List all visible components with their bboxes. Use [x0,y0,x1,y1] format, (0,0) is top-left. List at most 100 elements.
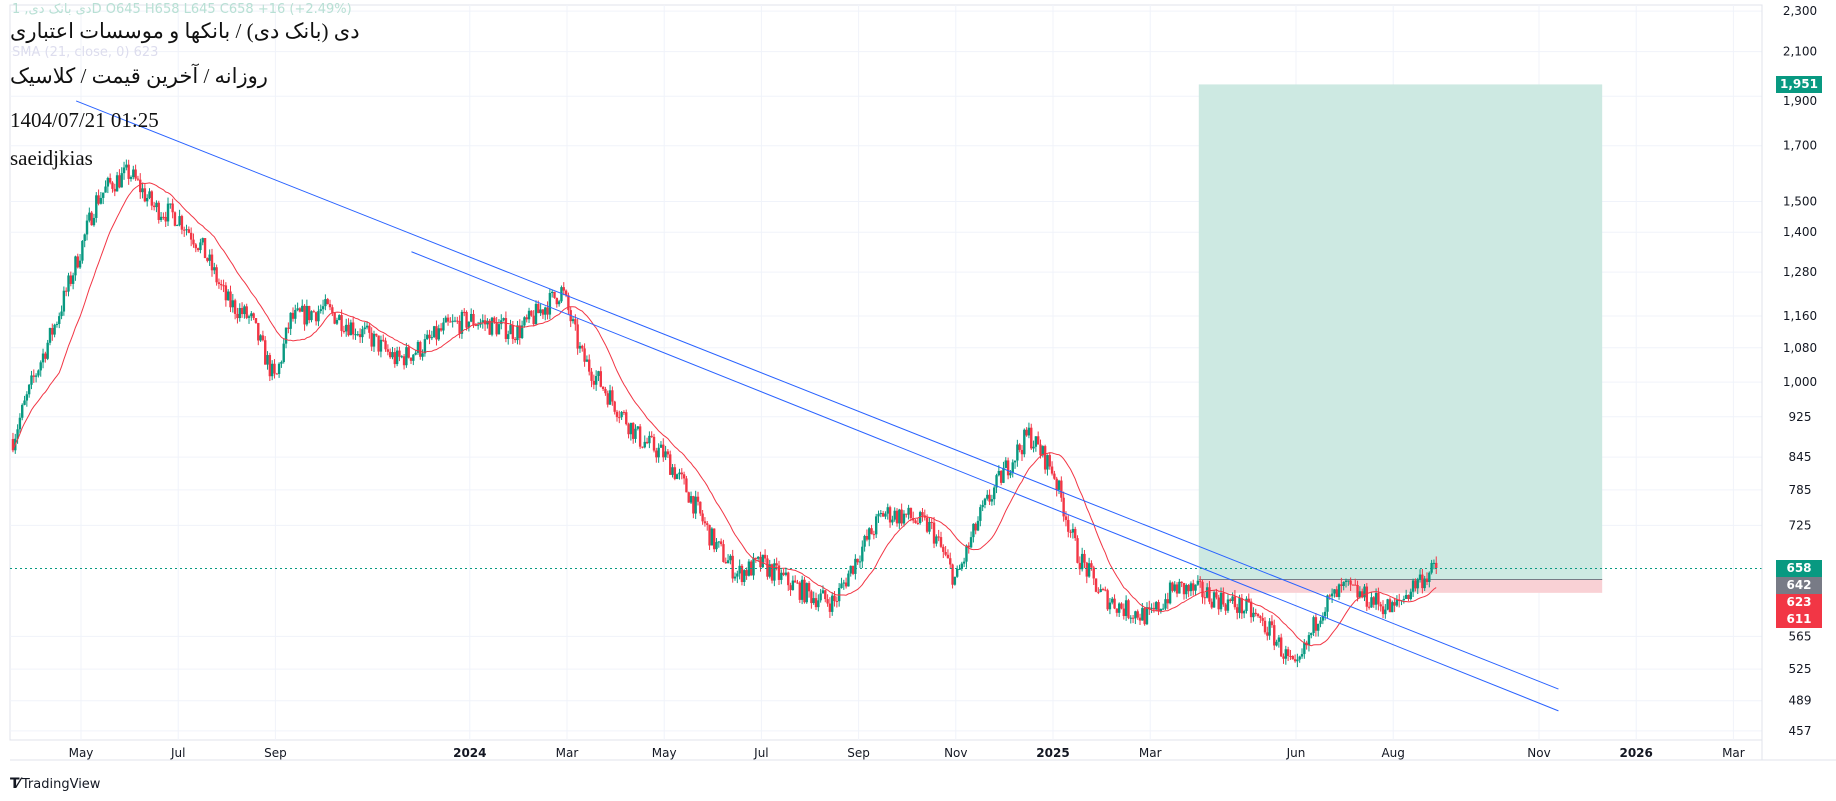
candle-body [648,435,651,444]
candle-body [58,316,61,325]
candle-body [419,341,422,357]
candle-body [74,256,77,276]
candle-body [134,169,137,179]
time-tick-label: Sep [264,746,287,760]
candle-body [469,313,473,322]
candle-body [92,217,96,226]
candle-body [1215,592,1218,598]
candle-body [1016,444,1019,461]
candle-body [1210,601,1213,608]
candle-body [46,342,49,359]
candle-body [562,287,565,291]
candle-body [740,565,744,583]
candle-body [1435,562,1438,569]
candle-body [23,400,26,405]
candle-body [509,325,512,335]
candle-body [1340,584,1343,586]
candle-body [270,363,274,377]
candle-body [513,338,517,341]
candle-body [888,507,892,523]
candle-body [298,308,302,312]
candle-body [437,328,440,340]
candle-body [634,428,637,439]
candle-body [1298,656,1301,660]
candle-body [1386,599,1389,610]
moving-average-line [12,182,1437,647]
candle-body [1391,602,1394,613]
candle-body [1317,623,1320,631]
candle-body [261,335,265,341]
candle-body [338,315,341,320]
trendlines[interactable] [75,100,1559,712]
candle-body [129,177,133,179]
candle-body [949,558,952,565]
candle-body [768,564,771,577]
candle-body [136,178,140,180]
candle-body [687,492,690,503]
candle-body [474,325,478,327]
candle-body [955,569,959,577]
candle-body [268,355,272,377]
candle-body [51,328,54,335]
candle-body [21,404,24,418]
candle-body [426,334,429,340]
candle-body [537,303,540,314]
candle-body [657,447,660,458]
candle-body [1421,574,1424,589]
symbol-title: دی (بانک دی) / بانکها و موسسات اعتباری [10,19,360,43]
candle-body [835,600,839,602]
candle-body [490,317,494,335]
candle-body [347,324,350,336]
candle-body [1226,599,1230,611]
candle-body [1319,620,1322,624]
candle-body [171,203,174,213]
candle-body [803,579,806,603]
candle-body [250,313,253,317]
candle-body [1048,455,1051,467]
candle-body [1402,598,1406,601]
candle-body [1254,612,1257,615]
candle-body [840,583,843,588]
candle-body [187,229,191,233]
candle-body [465,311,468,328]
candle-body [1377,592,1380,605]
candle-body [222,285,225,287]
tradingview-footer[interactable]: T⁄ TradingView [10,776,100,792]
candle-body [965,545,968,562]
candle-body [356,334,359,336]
candle-body [377,335,380,352]
candle-body [1166,599,1169,604]
price-badge: 1,951 [1776,75,1822,93]
time-axis[interactable]: May Jul Sep 2024 Mar May Jul Sep Nov 2025 Mar Jun Au… [69,746,1745,760]
candle-body [430,337,434,339]
candle-body [423,339,427,354]
candle-body [1201,581,1204,598]
candle-body [169,203,172,205]
price-tick-label: 1,400 [1783,225,1817,239]
candle-body [1388,599,1392,613]
candle-body [530,310,533,316]
candle-body [1326,595,1329,612]
candle-body [1381,606,1385,615]
candle-body [39,362,42,371]
candle-body [854,558,857,574]
candle-body [254,318,258,324]
candle-body [682,474,686,479]
candle-body [1335,589,1338,598]
candle-body [370,332,373,347]
candle-body [1300,654,1304,657]
candle-body [90,212,93,226]
candle-body [1217,597,1220,610]
candle-body [1208,587,1211,602]
candle-body [724,561,727,564]
candle-body [266,355,269,365]
candle-body [1379,604,1382,607]
candle-body [986,494,989,499]
ohlc-legend: دی بانک دی, 1D O645 H658 L645 C658 +16 (… [12,2,352,17]
candle-body [1333,589,1336,594]
candle-body [1229,599,1232,601]
price-axis[interactable]: 2,300 2,100 1,900 1,700 1,500 1,400 1,280 1,160… [1783,4,1817,738]
candle-body [115,175,119,192]
candle-body [1266,632,1269,636]
